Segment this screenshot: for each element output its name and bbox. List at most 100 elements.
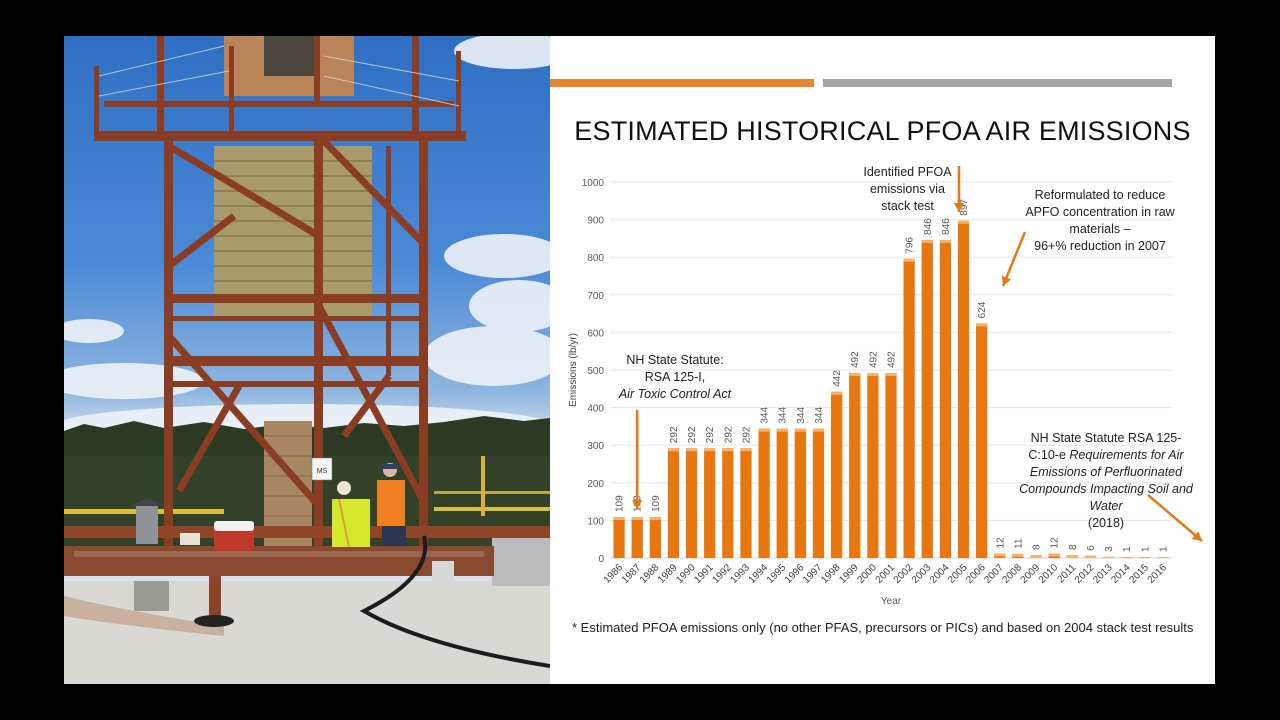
bar-value-label: 11 (1013, 538, 1024, 549)
x-tick-label: 1987 (620, 562, 644, 586)
bar (667, 448, 680, 558)
bar-value-label: 12 (995, 537, 1006, 549)
x-tick-label: 2011 (1055, 562, 1078, 585)
annotation-nh-statute-rsa-125i: NH State Statute: RSA 125-I, Air Toxic C… (618, 353, 732, 401)
bar-highlight (994, 553, 1006, 557)
accent-bar-gray (823, 79, 1172, 87)
bar-highlight (704, 448, 716, 452)
bar-highlight (740, 448, 752, 452)
bar-value-label: 3 (1104, 546, 1115, 552)
bar (849, 373, 861, 558)
slide: MS ESTIMATED HISTORICAL PFOA AIR EMISSIO… (64, 36, 1215, 684)
bar-highlight (957, 220, 970, 224)
bar-value-label: 846 (923, 218, 934, 235)
x-tick-label: 1986 (602, 562, 626, 586)
bar-highlight (1102, 556, 1115, 558)
x-axis-label: Year (881, 596, 902, 607)
bar (740, 448, 752, 558)
bar-highlight (867, 373, 879, 377)
bar-highlight (885, 373, 897, 377)
bar-highlight (776, 428, 788, 432)
bar-value-label: 492 (887, 351, 898, 368)
accent-bar-orange (550, 79, 814, 87)
bar-highlight (1012, 553, 1024, 557)
x-tick-label: 1995 (765, 562, 789, 586)
bar-highlight (685, 448, 698, 452)
x-tick-label: 1993 (729, 562, 753, 586)
x-tick-label: 2009 (1019, 562, 1043, 586)
x-tick-label: 1990 (674, 562, 698, 586)
bar (649, 517, 661, 558)
x-tick-label: 2016 (1146, 562, 1170, 586)
arrow-to-1987-head (632, 500, 643, 509)
x-tick-label: 1988 (638, 562, 662, 586)
x-tick-label: 2008 (1001, 562, 1025, 586)
x-tick-label: 2004 (928, 562, 952, 586)
bar-value-label: 796 (905, 237, 916, 254)
bar-value-label: 292 (741, 426, 752, 443)
bar-highlight (1157, 557, 1169, 558)
bar-value-label: 344 (778, 407, 789, 424)
bar-highlight (939, 239, 952, 243)
bar-value-label: 292 (669, 426, 680, 443)
bar-value-label: 344 (796, 407, 807, 424)
arrow-to-2018 (1147, 494, 1203, 542)
bar (830, 391, 843, 558)
annotation-stack-test: Identified PFOA emissions via stack test (863, 165, 952, 213)
bar-value-label: 292 (687, 426, 698, 443)
bar-highlight (1048, 553, 1060, 557)
bar (867, 373, 879, 558)
x-tick-label: 2015 (1127, 562, 1151, 586)
bar-highlight (1084, 555, 1097, 558)
x-tick-label: 2006 (964, 562, 988, 586)
y-tick-label: 400 (587, 404, 604, 415)
x-tick-label: 2002 (892, 562, 916, 586)
bar (613, 517, 625, 558)
bar-value-label: 1 (1158, 546, 1169, 552)
x-tick-label: 2010 (1037, 562, 1061, 586)
bar (704, 448, 716, 558)
bar (812, 428, 825, 558)
chart-panel: ESTIMATED HISTORICAL PFOA AIR EMISSIONS … (550, 36, 1215, 684)
bar-value-label: 1 (1122, 546, 1133, 552)
bar-highlight (1121, 557, 1133, 558)
bar-value-label: 8 (1068, 544, 1079, 550)
bar-highlight (667, 448, 680, 452)
y-tick-label: 800 (587, 253, 604, 264)
bar-highlight (830, 391, 843, 395)
bar (776, 428, 788, 558)
stack-tower-illustration: MS (64, 36, 550, 684)
y-axis-label: Emissions (lb/yr) (568, 333, 579, 407)
arrow-to-2006 (1001, 231, 1027, 287)
x-tick-label: 2005 (946, 562, 970, 586)
bar (976, 323, 988, 558)
x-tick-label: 2014 (1109, 562, 1133, 586)
bar-highlight (812, 428, 825, 432)
bar (685, 448, 698, 558)
bar-highlight (758, 428, 770, 432)
bar (758, 428, 770, 558)
bar-highlight (1066, 554, 1078, 558)
y-tick-label: 100 (587, 516, 604, 527)
stack-photo: MS (64, 36, 550, 684)
bar-value-label: 492 (868, 351, 879, 368)
x-tick-label: 1989 (656, 562, 680, 586)
x-tick-label: 2001 (874, 562, 898, 586)
y-tick-label: 200 (587, 479, 604, 490)
bar-value-label: 8 (1032, 544, 1043, 550)
bar-highlight (849, 373, 861, 377)
bar-highlight (976, 323, 988, 327)
bar-highlight (921, 239, 933, 243)
bar (903, 258, 915, 558)
arrow-to-2004-head (954, 203, 964, 212)
bar (957, 220, 970, 558)
bar-value-label: 109 (615, 495, 626, 512)
x-tick-label: 2003 (910, 562, 934, 586)
svg-text:MS: MS (317, 468, 328, 475)
bar-value-label: 12 (1050, 537, 1061, 549)
annotation-nh-statute-rsa-125c: NH State Statute RSA 125- C:10-e Require… (1019, 431, 1193, 530)
y-tick-label: 500 (587, 366, 604, 377)
y-tick-label: 0 (598, 554, 604, 565)
bar (885, 373, 897, 558)
bar (921, 239, 933, 559)
